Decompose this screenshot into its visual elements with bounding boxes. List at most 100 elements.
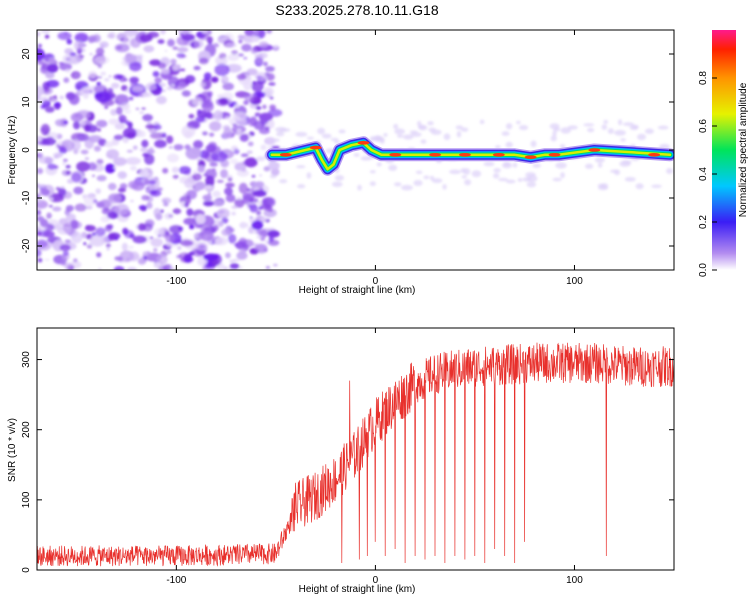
haze-blob — [512, 162, 518, 168]
haze-blob — [632, 124, 639, 130]
noise-blob — [115, 106, 123, 115]
noise-blob — [64, 262, 72, 270]
haze-blob — [651, 184, 662, 188]
noise-blob — [233, 243, 238, 246]
signal-hotspot — [357, 141, 370, 145]
noise-blob — [193, 65, 201, 71]
spectrogram-xlabel: Height of straight line (km) — [299, 285, 416, 296]
noise-blob — [178, 252, 191, 260]
noise-blob — [207, 91, 213, 97]
noise-blob — [250, 47, 258, 54]
noise-blob — [142, 114, 153, 122]
noise-blob — [129, 165, 137, 171]
noise-blob — [167, 38, 175, 47]
noise-blob — [223, 266, 229, 270]
x-tick-label: 0 — [373, 575, 379, 586]
noise-blob — [54, 119, 66, 127]
y-tick-label: 0 — [21, 147, 32, 153]
y-tick-label: 100 — [21, 491, 32, 508]
noise-blob — [132, 235, 147, 244]
haze-blob — [383, 132, 388, 137]
noise-blob — [211, 259, 220, 265]
haze-blob — [369, 170, 376, 174]
signal-hotspot — [279, 153, 292, 157]
haze-blob — [560, 172, 565, 179]
noise-blob — [221, 217, 229, 224]
noise-blob — [83, 194, 97, 207]
noise-blob — [178, 166, 192, 175]
noise-blob — [160, 209, 164, 214]
noise-blob — [192, 173, 202, 181]
noise-blob — [140, 207, 147, 212]
noise-blob — [142, 251, 151, 257]
noise-blob — [218, 221, 224, 227]
noise-blob — [201, 101, 214, 112]
noise-blob — [104, 77, 110, 82]
noise-blob — [167, 76, 180, 88]
noise-blob — [258, 30, 264, 36]
y-tick-label: -20 — [21, 238, 32, 253]
snr-ylabel: SNR (10 * v/v) — [7, 418, 18, 482]
noise-blob — [96, 201, 105, 208]
haze-blob — [401, 184, 413, 191]
noise-blob — [143, 256, 147, 260]
noise-blob — [70, 219, 79, 230]
noise-blob — [162, 167, 169, 174]
haze-blob — [501, 162, 513, 169]
noise-blob — [146, 149, 155, 154]
noise-blob — [256, 156, 266, 162]
noise-blob — [65, 164, 71, 169]
haze-blob — [269, 174, 277, 179]
noise-blob — [98, 267, 102, 270]
noise-blob — [236, 196, 242, 200]
noise-blob — [48, 197, 54, 201]
noise-blob — [249, 198, 259, 204]
noise-blob — [231, 205, 238, 209]
noise-blob — [197, 31, 209, 41]
noise-blob — [73, 186, 84, 195]
noise-blob — [117, 256, 123, 262]
noise-blob — [37, 48, 45, 61]
noise-blob — [204, 168, 217, 180]
noise-blob — [104, 224, 113, 233]
noise-blob — [130, 199, 134, 203]
noise-blob — [105, 243, 111, 248]
x-tick-label: 100 — [566, 575, 583, 586]
noise-blob — [43, 230, 55, 238]
haze-blob — [276, 131, 285, 137]
noise-blob — [51, 99, 56, 103]
noise-blob — [227, 233, 237, 244]
noise-blob — [268, 82, 276, 86]
haze-blob — [637, 133, 647, 141]
signal-hotspot — [588, 148, 601, 152]
noise-blob — [204, 184, 214, 191]
haze-blob — [560, 127, 572, 134]
noise-blob — [203, 72, 212, 81]
noise-blob — [47, 163, 57, 170]
noise-blob — [254, 181, 265, 188]
noise-blob — [236, 169, 250, 177]
noise-blob — [65, 213, 76, 222]
noise-blob — [229, 259, 234, 263]
noise-blob — [230, 158, 238, 165]
haze-blob — [331, 181, 343, 188]
noise-blob — [193, 39, 204, 49]
haze-blob — [621, 160, 632, 165]
noise-blob — [180, 54, 187, 58]
noise-blob — [54, 105, 60, 110]
noise-blob — [202, 131, 208, 136]
noise-blob — [59, 63, 72, 71]
noise-blob — [45, 71, 55, 79]
noise-blob — [54, 152, 63, 158]
colorbar-tick-label: 0.6 — [698, 119, 709, 133]
haze-blob — [394, 128, 406, 135]
noise-blob — [52, 192, 58, 196]
noise-blob — [154, 77, 162, 84]
noise-blob — [71, 139, 82, 151]
noise-blob — [64, 68, 71, 73]
signal-hotspot — [648, 153, 661, 157]
noise-blob — [259, 174, 262, 177]
noise-blob — [209, 132, 215, 137]
noise-blob — [108, 233, 116, 241]
noise-blob — [114, 94, 129, 106]
